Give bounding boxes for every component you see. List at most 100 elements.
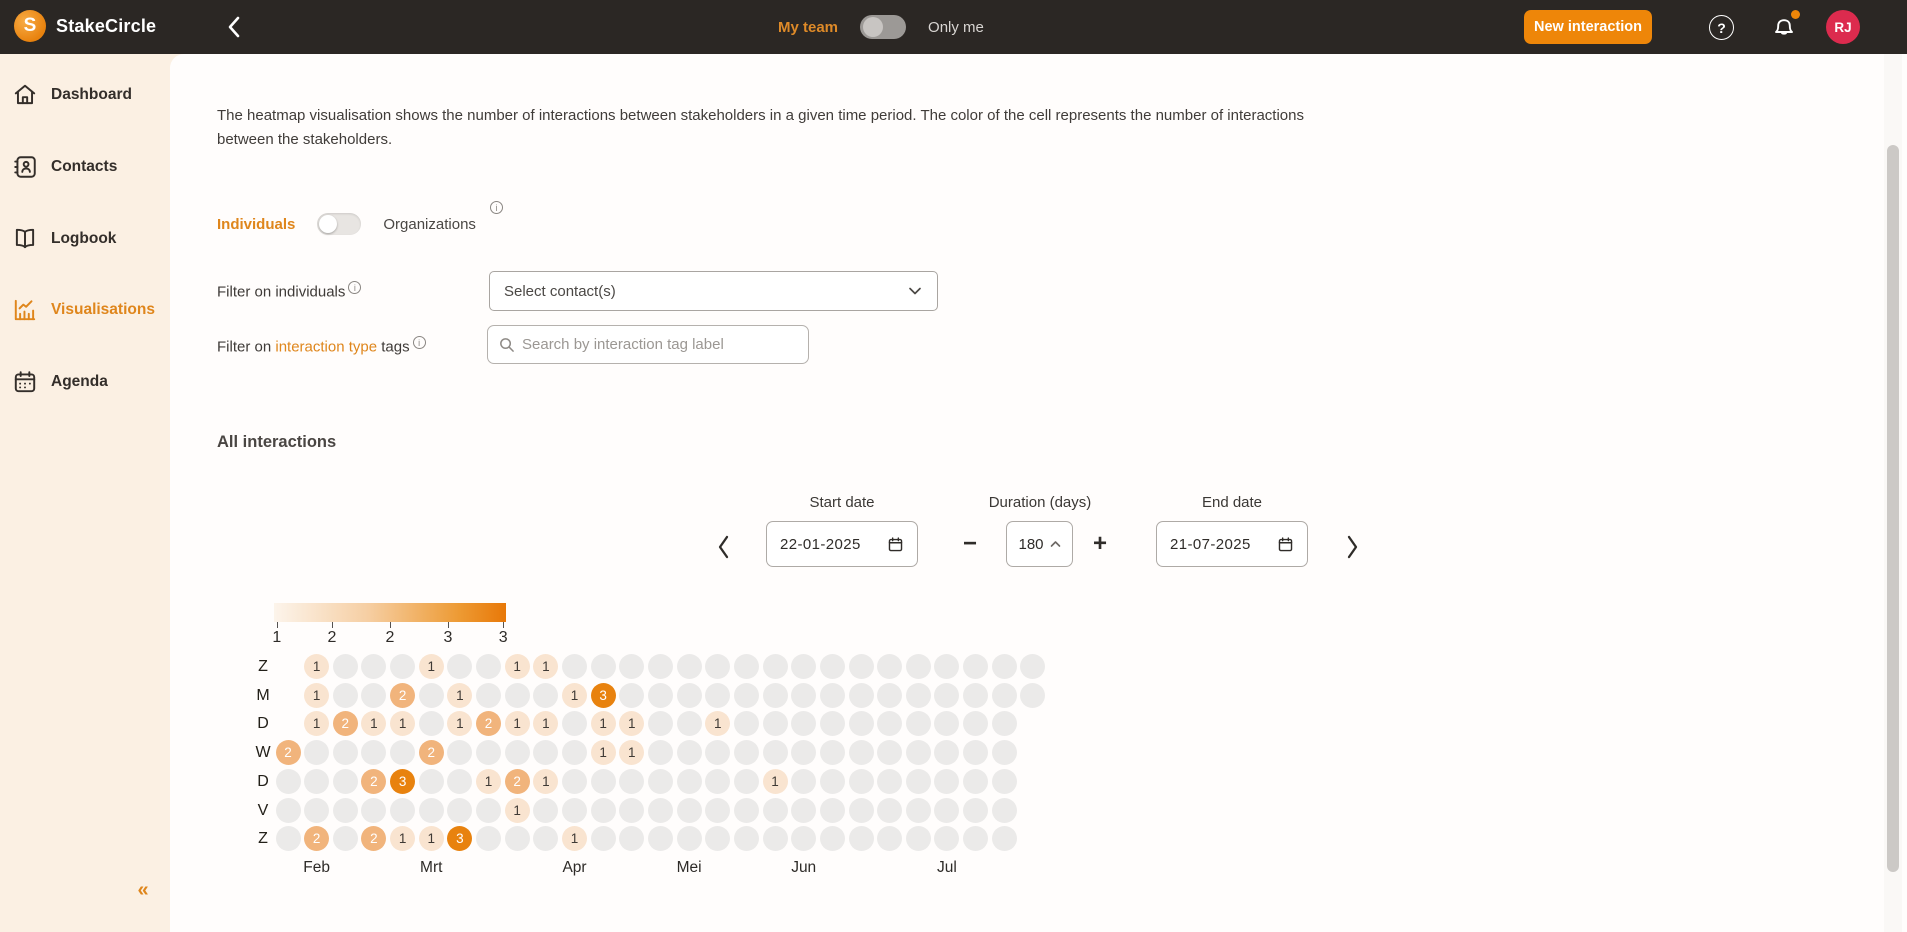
heatmap-cell[interactable] (705, 654, 731, 679)
notifications-bell-icon[interactable] (1770, 10, 1800, 41)
info-icon[interactable] (412, 336, 426, 349)
heatmap-cell[interactable] (590, 768, 616, 794)
heatmap-cell[interactable] (905, 826, 931, 852)
heatmap-cell[interactable] (848, 740, 874, 766)
heatmap-cell[interactable]: 1 (418, 826, 444, 852)
heatmap-cell[interactable] (934, 682, 960, 708)
heatmap-cell[interactable] (533, 740, 559, 766)
heatmap-cell[interactable] (647, 768, 673, 794)
heatmap-cell[interactable] (504, 682, 530, 708)
heatmap-cell[interactable] (733, 654, 759, 679)
heatmap-cell[interactable] (390, 797, 416, 823)
heatmap-cell[interactable]: 2 (304, 826, 330, 852)
scrollbar-thumb[interactable] (1887, 145, 1899, 872)
heatmap-cell[interactable] (676, 768, 702, 794)
contacts-select[interactable]: Select contact(s) (489, 271, 938, 311)
heatmap-cell[interactable] (476, 682, 502, 708)
next-period-chevron-icon[interactable] (1342, 534, 1362, 560)
heatmap-cell[interactable] (533, 826, 559, 852)
heatmap-cell[interactable] (619, 768, 645, 794)
heatmap-cell[interactable] (791, 797, 817, 823)
heatmap-cell[interactable]: 1 (562, 682, 587, 708)
heatmap-cell[interactable] (877, 768, 903, 794)
heatmap-cell[interactable] (1020, 682, 1046, 708)
heatmap-cell[interactable]: 1 (590, 711, 616, 737)
heatmap-cell[interactable]: 3 (390, 768, 416, 794)
heatmap-cell[interactable] (848, 768, 874, 794)
heatmap-cell[interactable] (590, 826, 616, 852)
heatmap-cell[interactable] (361, 740, 387, 766)
heatmap-cell[interactable] (447, 797, 473, 823)
team-scope-switch[interactable] (860, 15, 907, 39)
heatmap-cell[interactable]: 1 (504, 711, 530, 737)
heatmap-cell[interactable] (877, 682, 903, 708)
heatmap-cell[interactable]: 2 (390, 682, 416, 708)
heatmap-cell[interactable] (848, 654, 874, 679)
heatmap-cell[interactable] (791, 654, 817, 679)
heatmap-cell[interactable] (590, 654, 616, 679)
heatmap-cell[interactable] (619, 797, 645, 823)
heatmap-cell[interactable] (934, 797, 960, 823)
heatmap-cell[interactable]: 2 (418, 740, 444, 766)
avatar[interactable]: RJ (1826, 10, 1860, 44)
heatmap-cell[interactable] (647, 711, 673, 737)
interaction-type-link[interactable]: interaction type (275, 338, 378, 356)
heatmap-cell[interactable] (877, 711, 903, 737)
tag-search-input[interactable] (522, 336, 798, 353)
heatmap-cell[interactable] (447, 740, 473, 766)
heatmap-cell[interactable] (733, 711, 759, 737)
sidebar-item-dashboard[interactable]: Dashboard (0, 75, 170, 115)
heatmap-cell[interactable] (705, 740, 731, 766)
heatmap-cell[interactable]: 3 (590, 682, 616, 708)
heatmap-cell[interactable] (791, 768, 817, 794)
heatmap-cell[interactable] (562, 711, 587, 737)
heatmap-cell[interactable] (562, 797, 587, 823)
heatmap-cell[interactable] (562, 654, 587, 679)
sidebar-item-agenda[interactable]: Agenda (0, 362, 170, 402)
heatmap-cell[interactable] (562, 740, 587, 766)
heatmap-cell[interactable] (848, 826, 874, 852)
heatmap-cell[interactable] (647, 826, 673, 852)
heatmap-cell[interactable]: 2 (504, 768, 530, 794)
heatmap-cell[interactable]: 3 (447, 826, 473, 852)
duration-decrease-button[interactable]: − (963, 530, 978, 557)
heatmap-cell[interactable] (332, 682, 358, 708)
heatmap-cell[interactable] (676, 711, 702, 737)
heatmap-cell[interactable] (819, 740, 845, 766)
heatmap-cell[interactable] (991, 740, 1017, 766)
heatmap-cell[interactable] (905, 740, 931, 766)
heatmap-cell[interactable] (819, 711, 845, 737)
heatmap-cell[interactable]: 1 (619, 711, 645, 737)
heatmap-cell[interactable] (476, 797, 502, 823)
heatmap-cell[interactable] (476, 740, 502, 766)
heatmap-cell[interactable] (705, 797, 731, 823)
heatmap-cell[interactable] (676, 826, 702, 852)
heatmap-cell[interactable] (733, 740, 759, 766)
heatmap-cell[interactable]: 1 (304, 711, 330, 737)
heatmap-cell[interactable] (877, 826, 903, 852)
heatmap-cell[interactable] (476, 826, 502, 852)
heatmap-cell[interactable] (877, 654, 903, 679)
heatmap-cell[interactable] (332, 740, 358, 766)
heatmap-cell[interactable] (418, 797, 444, 823)
sidebar-collapse-button[interactable]: « (137, 878, 149, 901)
heatmap-cell[interactable] (905, 711, 931, 737)
heatmap-cell[interactable] (762, 797, 788, 823)
heatmap-cell[interactable]: 1 (504, 654, 530, 679)
heatmap-cell[interactable] (562, 768, 587, 794)
heatmap-cell[interactable]: 2 (361, 768, 387, 794)
duration-increase-button[interactable]: + (1093, 530, 1108, 557)
heatmap-cell[interactable] (733, 768, 759, 794)
heatmap-cell[interactable] (963, 768, 989, 794)
heatmap-cell[interactable] (476, 654, 502, 679)
heatmap-cell[interactable] (647, 682, 673, 708)
heatmap-cell[interactable] (705, 768, 731, 794)
heatmap-cell[interactable] (791, 740, 817, 766)
heatmap-cell[interactable] (332, 797, 358, 823)
heatmap-cell[interactable] (905, 682, 931, 708)
heatmap-cell[interactable] (819, 768, 845, 794)
heatmap-cell[interactable]: 1 (361, 711, 387, 737)
heatmap-cell[interactable] (819, 797, 845, 823)
spinner-up-icon[interactable] (1050, 540, 1061, 548)
heatmap-cell[interactable] (848, 711, 874, 737)
